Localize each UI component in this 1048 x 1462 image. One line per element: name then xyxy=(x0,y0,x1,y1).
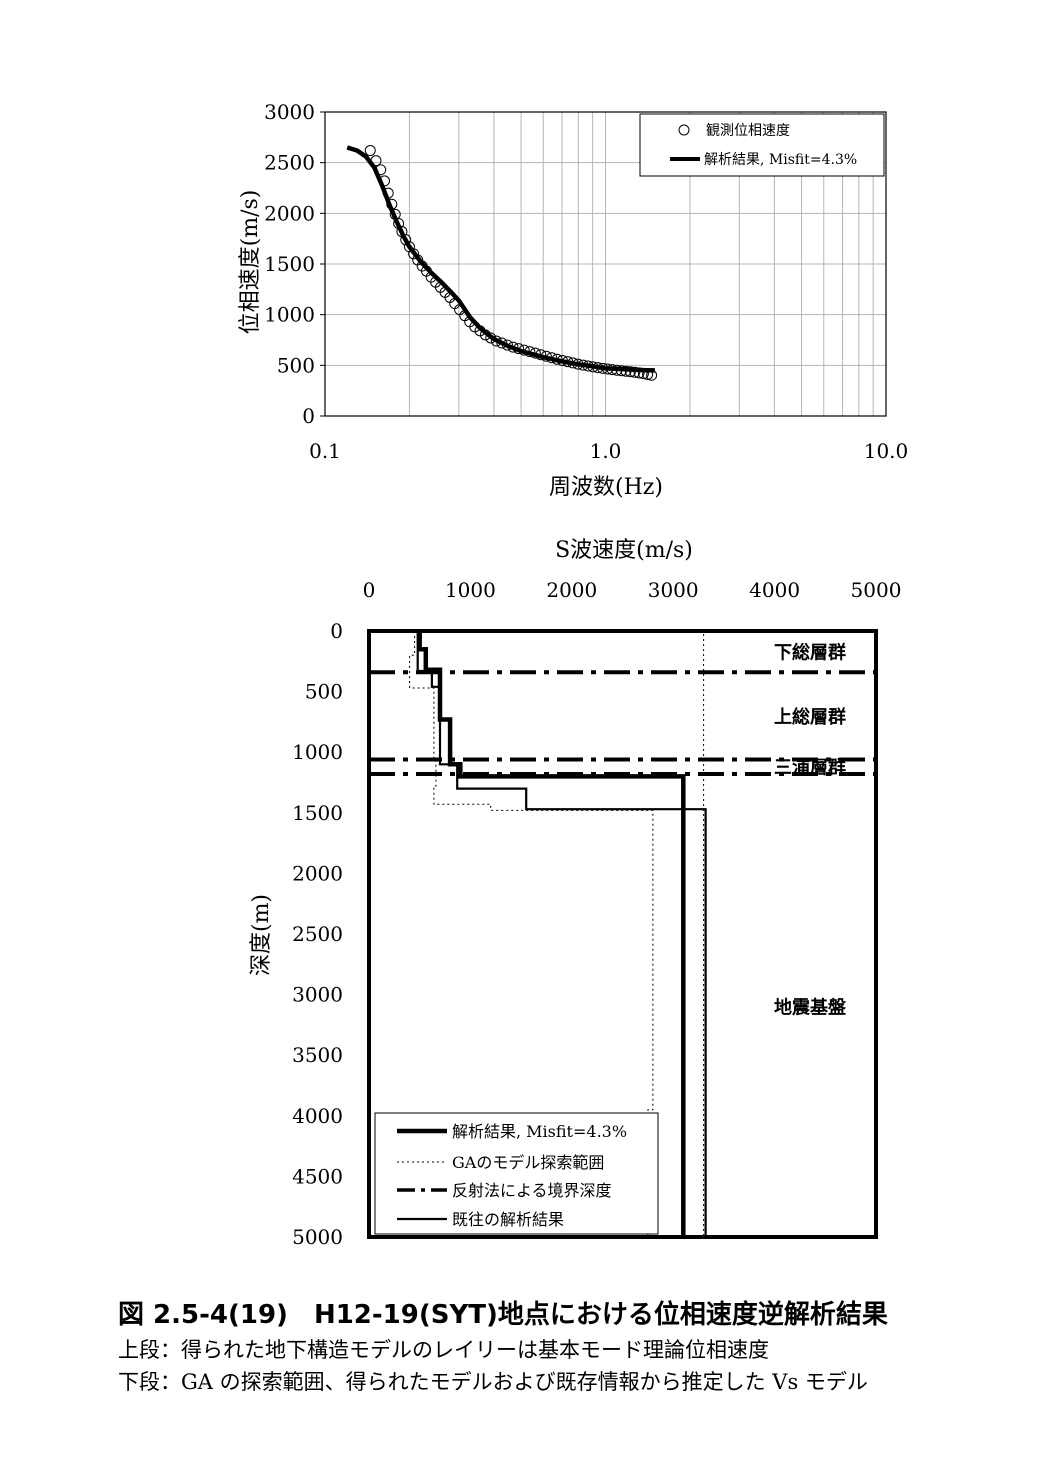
vs-profile-chart: S波速度(m/s) 0 1000 2000 3000 4000 5000 0 500 1000… xyxy=(249,538,901,1249)
lower-y-tick-label: 500 xyxy=(305,680,343,704)
upper-x-tick-label: 10.0 xyxy=(864,439,909,463)
lower-plot-frame xyxy=(367,629,878,1239)
observed-point xyxy=(364,145,376,157)
lower-x-tick-label: 4000 xyxy=(749,578,800,602)
upper-x-tick-labels: 0.1 1.0 10.0 xyxy=(309,439,908,463)
ga-search-range-line xyxy=(409,631,705,1238)
upper-y-tick-label: 2000 xyxy=(264,201,315,225)
upper-y-tick-label: 500 xyxy=(277,353,315,377)
upper-y-axis-label: 位相速度(m/s) xyxy=(238,190,263,335)
lower-x-tick-label: 0 xyxy=(363,578,376,602)
formation-label: 下総層群 xyxy=(774,642,846,664)
lower-y-tick-label: 1000 xyxy=(292,740,343,764)
lower-x-tick-label: 5000 xyxy=(851,578,902,602)
upper-legend: 観測位相速度 解析結果, Misfit=4.3% xyxy=(639,113,885,177)
figure-canvas: 0 500 1000 1500 2000 2500 3000 0.1 1.0 10.0 周波数(… xyxy=(238,100,908,1249)
figure-caption-title: 図 2.5-4(19) H12-19(SYT)地点における位相速度逆解析結果 xyxy=(118,1300,888,1330)
lower-x-tick-labels: 0 1000 2000 3000 4000 5000 xyxy=(363,578,902,602)
lower-x-tick-label: 1000 xyxy=(445,578,496,602)
formation-label: 三浦層群 xyxy=(774,757,846,779)
analysis-result-line xyxy=(417,631,686,1237)
upper-legend-result-label: 解析結果, Misfit=4.3% xyxy=(704,152,857,168)
upper-x-axis-label: 周波数(Hz) xyxy=(549,475,663,500)
upper-data-marks xyxy=(346,145,658,381)
lower-y-axis-label: 深度(m) xyxy=(249,894,274,976)
upper-y-tick-label: 1500 xyxy=(264,252,315,276)
lower-y-tick-label: 4500 xyxy=(292,1164,343,1188)
lower-chart-title: S波速度(m/s) xyxy=(555,538,693,563)
upper-x-tick-label: 1.0 xyxy=(590,439,622,463)
upper-y-tick-label: 2500 xyxy=(264,151,315,175)
lower-data-marks xyxy=(369,631,876,1238)
phase-velocity-chart: 0 500 1000 1500 2000 2500 3000 0.1 1.0 10.0 周波数(… xyxy=(238,100,908,500)
upper-y-tick-label: 1000 xyxy=(264,303,315,327)
formation-label: 上総層群 xyxy=(774,706,846,728)
lower-legend-reflection-label: 反射法による境界深度 xyxy=(452,1181,612,1200)
lower-y-tick-label: 3500 xyxy=(292,1043,343,1067)
legend-circle-marker xyxy=(678,124,690,136)
formation-label: 地震基盤 xyxy=(774,997,847,1019)
upper-y-tick-label: 3000 xyxy=(264,100,315,124)
lower-legend-result-label: 解析結果, Misfit=4.3% xyxy=(452,1122,627,1141)
lower-x-tick-label: 2000 xyxy=(546,578,597,602)
lower-y-tick-label: 0 xyxy=(330,619,343,643)
lower-legend: 解析結果, Misfit=4.3% GAのモデル探索範囲 反射法による境界深度 … xyxy=(374,1112,659,1235)
upper-legend-observed-label: 観測位相速度 xyxy=(706,122,790,139)
result-curve xyxy=(346,145,655,373)
lower-y-tick-label: 3000 xyxy=(292,983,343,1007)
figure-caption-line-1: 上段：得られた地下構造モデルのレイリーは基本モード理論位相速度 xyxy=(118,1338,769,1362)
upper-y-tick-label: 0 xyxy=(302,404,315,428)
lower-y-tick-labels: 0 500 1000 1500 2000 2500 3000 3500 4000 4500 5000 xyxy=(292,619,343,1249)
lower-legend-previous-label: 既往の解析結果 xyxy=(452,1210,564,1229)
lower-legend-ga-label: GAのモデル探索範囲 xyxy=(452,1153,604,1172)
lower-y-tick-label: 4000 xyxy=(292,1104,343,1128)
lower-y-tick-label: 2000 xyxy=(292,861,343,885)
upper-y-tick-labels: 0 500 1000 1500 2000 2500 3000 xyxy=(264,100,325,428)
lower-y-tick-label: 1500 xyxy=(292,801,343,825)
figure-caption-line-2: 下段：GA の探索範囲、得られたモデルおよび既存情報から推定した Vs モデル xyxy=(118,1370,868,1394)
lower-y-tick-label: 5000 xyxy=(292,1225,343,1249)
upper-legend-box xyxy=(639,113,885,177)
lower-y-tick-label: 2500 xyxy=(292,922,343,946)
upper-x-tick-label: 0.1 xyxy=(309,439,341,463)
lower-x-tick-label: 3000 xyxy=(648,578,699,602)
